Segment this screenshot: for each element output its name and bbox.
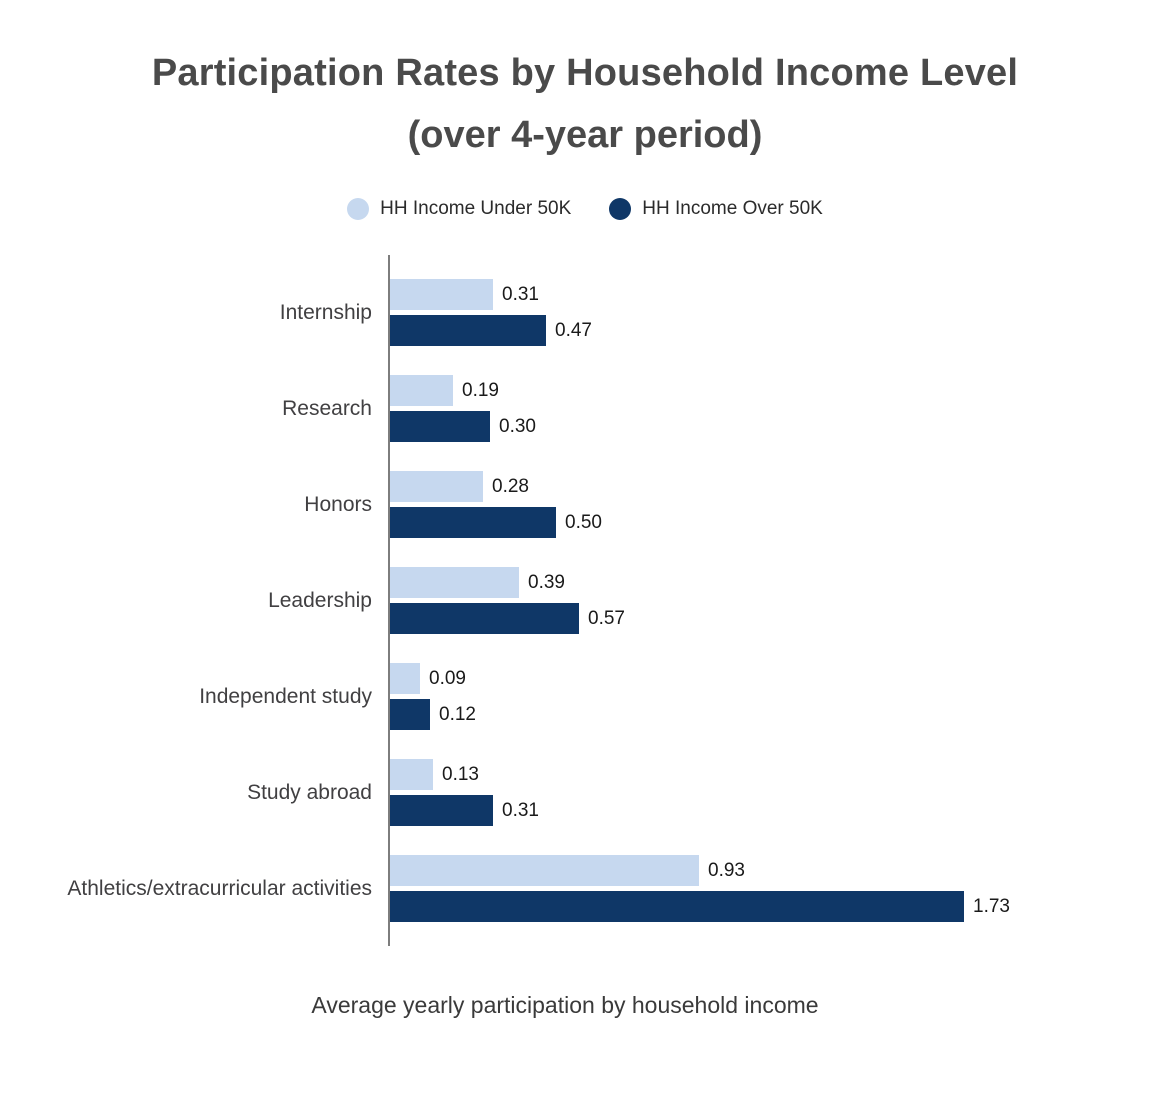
legend-label: HH Income Under 50K <box>380 198 572 219</box>
bar-value-label: 1.73 <box>973 895 1010 917</box>
x-axis-label: Average yearly participation by househol… <box>311 992 819 1018</box>
chart-title-line1: Participation Rates by Household Income … <box>151 52 1019 94</box>
bar-value-label: 0.50 <box>565 511 602 533</box>
bar-pair: 0.09 0.12 <box>388 663 1170 730</box>
bar-line: 0.50 <box>390 507 1170 538</box>
bar-line: 0.31 <box>390 795 1170 826</box>
bar-under-50k <box>390 567 519 598</box>
category-label: Independent study <box>199 684 372 708</box>
bar-under-50k <box>390 279 493 310</box>
bar-line: 0.09 <box>390 663 1170 694</box>
bar-over-50k <box>390 795 493 826</box>
bar-line: 0.39 <box>390 567 1170 598</box>
bar-value-label: 0.39 <box>528 571 565 593</box>
bar-pair: 0.93 1.73 <box>388 855 1170 922</box>
chart-title-line2: (over 4-year period) <box>407 114 763 156</box>
category-label: Athletics/extracurricular activities <box>67 876 372 900</box>
bar-line: 0.28 <box>390 471 1170 502</box>
bar-under-50k <box>390 759 433 790</box>
category-label: Study abroad <box>247 780 372 804</box>
bar-value-label: 0.31 <box>502 283 539 305</box>
category-label: Research <box>282 396 372 420</box>
legend-label: HH Income Over 50K <box>642 198 823 219</box>
bar-line: 0.47 <box>390 315 1170 346</box>
chart-row: Internship 0.31 0.47 <box>14 279 1170 346</box>
bar-rows-container: Internship 0.31 0.47 Research 0.19 0.30 Honors… <box>14 279 1170 922</box>
legend-swatch-circle <box>609 198 632 220</box>
bar-line: 0.93 <box>390 855 1170 886</box>
bar-under-50k <box>390 375 453 406</box>
bar-value-label: 0.12 <box>439 703 476 725</box>
bar-value-label: 0.09 <box>429 667 466 689</box>
bar-value-label: 0.28 <box>492 475 529 497</box>
bar-over-50k <box>390 603 579 634</box>
bar-chart-plot-area: Internship 0.31 0.47 Research 0.19 0.30 Honors… <box>14 255 1170 946</box>
chart-row: Research 0.19 0.30 <box>14 375 1170 442</box>
bar-value-label: 0.30 <box>499 415 536 437</box>
bar-value-label: 0.31 <box>502 799 539 821</box>
chart-title: Participation Rates by Household Income … <box>0 0 1170 154</box>
legend-item-over-50k: HH Income Over 50K <box>609 198 823 220</box>
legend-item-under-50k: HH Income Under 50K <box>347 198 571 220</box>
bar-line: 0.31 <box>390 279 1170 310</box>
chart-row: Study abroad 0.13 0.31 <box>14 759 1170 826</box>
bar-under-50k <box>390 663 420 694</box>
bar-line: 0.30 <box>390 411 1170 442</box>
chart-row: Honors 0.28 0.50 <box>14 471 1170 538</box>
bar-value-label: 0.19 <box>462 379 499 401</box>
bar-over-50k <box>390 315 546 346</box>
bar-line: 0.57 <box>390 603 1170 634</box>
bar-over-50k <box>390 411 490 442</box>
bar-value-label: 0.93 <box>708 859 745 881</box>
bar-pair: 0.19 0.30 <box>388 375 1170 442</box>
bar-pair: 0.39 0.57 <box>388 567 1170 634</box>
bar-line: 0.12 <box>390 699 1170 730</box>
chart-row: Leadership 0.39 0.57 <box>14 567 1170 634</box>
bar-value-label: 0.47 <box>555 319 592 341</box>
bar-over-50k <box>390 507 556 538</box>
category-label: Internship <box>279 300 372 324</box>
bar-value-label: 0.57 <box>588 607 625 629</box>
bar-over-50k <box>390 891 964 922</box>
bar-line: 1.73 <box>390 891 1170 922</box>
bar-pair: 0.31 0.47 <box>388 279 1170 346</box>
bar-under-50k <box>390 471 483 502</box>
chart-legend: HH Income Under 50K HH Income Over 50K <box>0 198 1170 220</box>
bar-pair: 0.28 0.50 <box>388 471 1170 538</box>
bar-pair: 0.13 0.31 <box>388 759 1170 826</box>
chart-row: Independent study 0.09 0.12 <box>14 663 1170 730</box>
bar-value-label: 0.13 <box>442 763 479 785</box>
bar-under-50k <box>390 855 699 886</box>
bar-over-50k <box>390 699 430 730</box>
chart-row: Athletics/extracurricular activities 0.93… <box>14 855 1170 922</box>
y-axis-line <box>388 255 390 946</box>
bar-line: 0.13 <box>390 759 1170 790</box>
legend-swatch-circle <box>347 198 370 220</box>
bar-line: 0.19 <box>390 375 1170 406</box>
category-label: Leadership <box>268 588 372 612</box>
category-label: Honors <box>304 492 372 516</box>
